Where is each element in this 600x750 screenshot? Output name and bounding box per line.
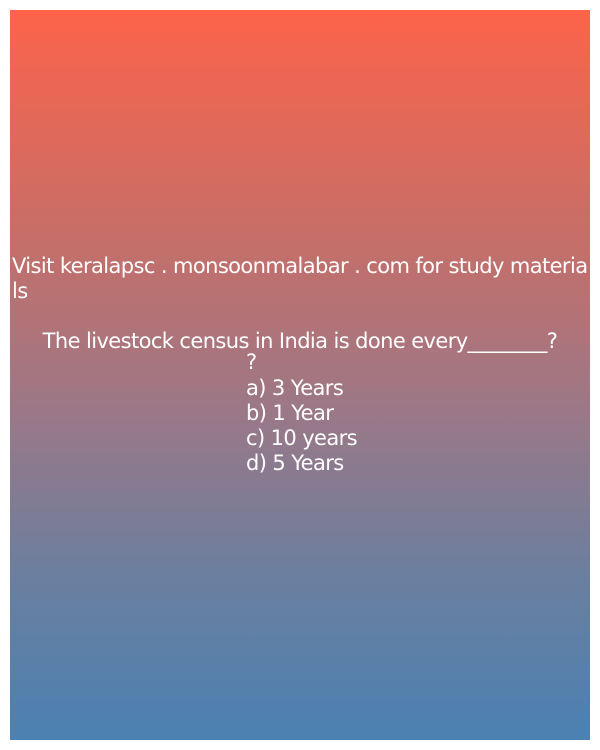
option-a: a) 3 Years xyxy=(246,376,344,400)
option-d: d) 5 Years xyxy=(246,451,344,475)
answer-options: a) 3 Years b) 1 Year c) 10 years d) 5 Ye… xyxy=(246,376,358,476)
quiz-card: Visit keralapsc . monsoonmalabar . com f… xyxy=(10,10,590,740)
question-extra-mark: ? xyxy=(246,350,257,374)
question-text: The livestock census in India is done ev… xyxy=(42,329,558,353)
option-c: c) 10 years xyxy=(246,426,358,450)
promo-text: Visit keralapsc . monsoonmalabar . com f… xyxy=(12,254,588,303)
option-b: b) 1 Year xyxy=(246,401,334,425)
